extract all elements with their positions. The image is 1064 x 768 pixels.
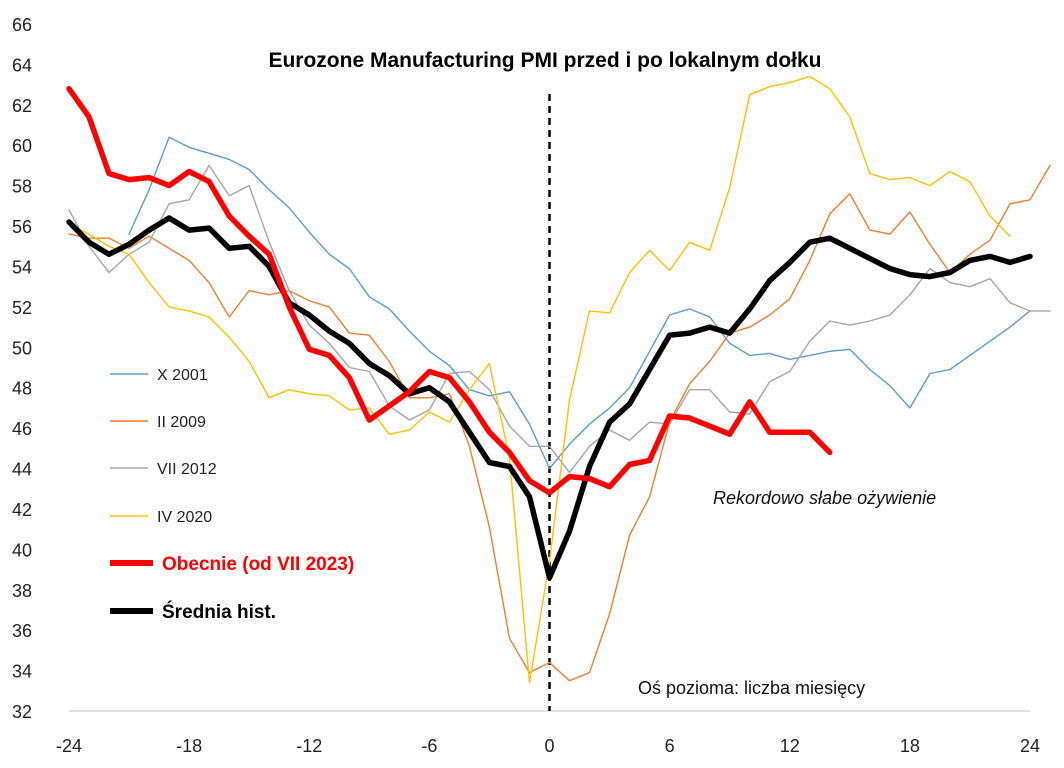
y-tick-label: 38 bbox=[12, 581, 32, 601]
x-tick-label: 6 bbox=[665, 736, 675, 756]
y-tick-label: 62 bbox=[12, 96, 32, 116]
series-line-0 bbox=[128, 136, 1031, 470]
series-group bbox=[66, 75, 1051, 684]
annotation-axis-note: Oś pozioma: liczba miesięcy bbox=[638, 678, 865, 698]
legend-label-0: X 2001 bbox=[157, 367, 208, 384]
x-tick-label: 24 bbox=[1020, 736, 1040, 756]
y-tick-label: 64 bbox=[12, 55, 32, 75]
y-tick-label: 54 bbox=[12, 257, 32, 277]
series-line-2 bbox=[68, 164, 1051, 474]
axes-group: 323436384042444648505254565860626466-24-… bbox=[12, 15, 1040, 756]
annotation-recovery: Rekordowo słabe ożywienie bbox=[713, 488, 936, 508]
series-line-5 bbox=[66, 215, 1033, 581]
series-line-1 bbox=[68, 164, 1051, 682]
y-tick-label: 56 bbox=[12, 217, 32, 237]
x-tick-label: -24 bbox=[56, 736, 82, 756]
y-tick-label: 52 bbox=[12, 298, 32, 318]
legend-group: X 2001 II 2009 VII 2012 IV 2020 Obecnie (od … bbox=[110, 367, 354, 623]
y-tick-label: 34 bbox=[12, 662, 32, 682]
series-line-3 bbox=[68, 75, 1011, 684]
chart-title: Eurozone Manufacturing PMI przed i po lo… bbox=[268, 49, 821, 72]
y-tick-label: 48 bbox=[12, 379, 32, 399]
x-tick-label: -12 bbox=[296, 736, 322, 756]
x-tick-label: 0 bbox=[544, 736, 554, 756]
y-tick-label: 50 bbox=[12, 338, 32, 358]
y-tick-label: 60 bbox=[12, 136, 32, 156]
x-tick-label: -18 bbox=[176, 736, 202, 756]
legend-label-2: VII 2012 bbox=[157, 461, 217, 478]
x-tick-label: 18 bbox=[900, 736, 920, 756]
legend-label-5: Średnia hist. bbox=[162, 601, 276, 623]
series-line-4 bbox=[66, 85, 833, 496]
y-tick-label: 44 bbox=[12, 460, 32, 480]
y-tick-label: 58 bbox=[12, 177, 32, 197]
x-tick-label: 12 bbox=[780, 736, 800, 756]
y-tick-label: 32 bbox=[12, 702, 32, 722]
x-tick-label: -6 bbox=[421, 736, 437, 756]
y-tick-label: 66 bbox=[12, 15, 32, 35]
legend-label-1: II 2009 bbox=[157, 414, 206, 431]
y-tick-label: 46 bbox=[12, 419, 32, 439]
legend-label-3: IV 2020 bbox=[157, 509, 212, 526]
y-tick-label: 40 bbox=[12, 540, 32, 560]
legend-label-4: Obecnie (od VII 2023) bbox=[162, 554, 354, 575]
y-tick-label: 36 bbox=[12, 621, 32, 641]
y-tick-label: 42 bbox=[12, 500, 32, 520]
